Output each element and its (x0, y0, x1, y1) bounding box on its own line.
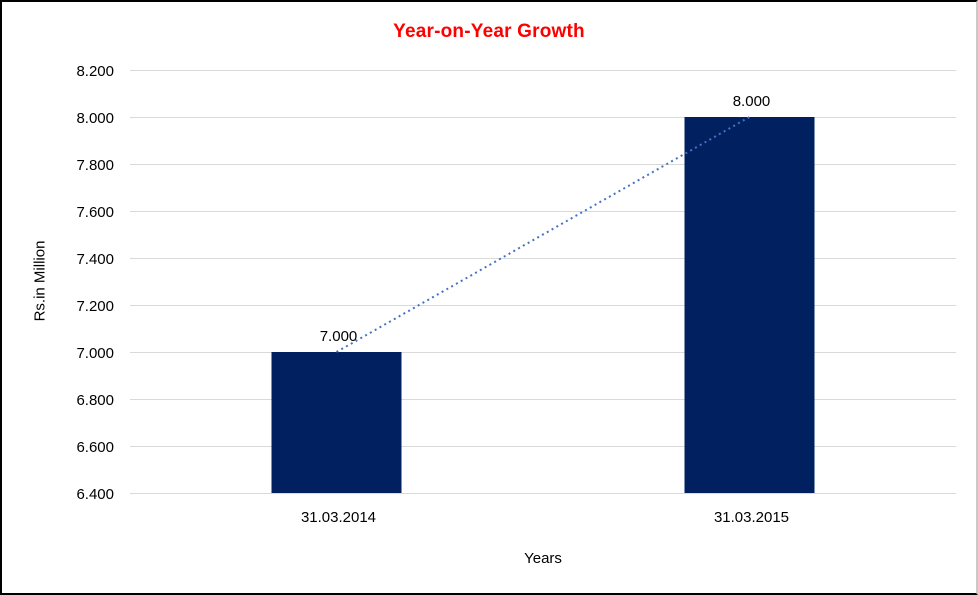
bar-31.03.2015 (684, 117, 815, 493)
bar-value-label: 8.000 (732, 93, 771, 110)
chart-title: Year-on-Year Growth (393, 21, 585, 42)
y-tick-label: 7.200 (76, 298, 114, 315)
x-axis-title: Years (524, 550, 562, 567)
y-tick-label: 7.800 (76, 157, 114, 174)
y-tick-label: 7.000 (76, 345, 114, 362)
y-tick-label: 7.400 (76, 251, 114, 268)
y-tick-label: 8.200 (76, 63, 114, 80)
y-tick-label: 6.600 (76, 439, 114, 456)
plot-area (130, 70, 956, 494)
y-tick-label: 8.000 (76, 110, 114, 127)
y-tick-label: 6.800 (76, 392, 114, 409)
trendline (336, 116, 750, 353)
x-category-label: 31.03.2015 (713, 509, 790, 526)
y-tick-label: 7.600 (76, 204, 114, 221)
bar-31.03.2014 (271, 352, 402, 493)
y-tick-label: 6.400 (76, 486, 114, 503)
x-category-label: 31.03.2014 (300, 509, 377, 526)
bar-value-label: 7.000 (319, 328, 358, 345)
